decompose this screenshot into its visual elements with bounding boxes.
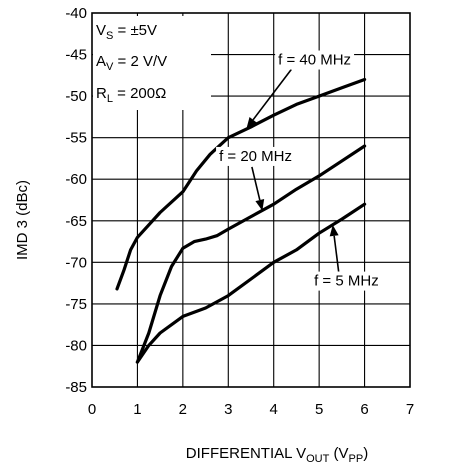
arrow-head-1 xyxy=(255,199,265,211)
y-tick-labels: -40 -45 -50 -55 -60 -65 -70 -75 -80 -85 xyxy=(65,5,87,396)
x-tick-label: 7 xyxy=(406,401,414,418)
conditions-box xyxy=(93,16,211,110)
x-tick-label: 1 xyxy=(133,401,141,418)
condition-av: AV = 2 V/V xyxy=(96,53,167,73)
series-lines xyxy=(115,77,367,364)
series-label-bg-2 xyxy=(311,271,382,291)
arrow-shaft-1 xyxy=(251,166,261,201)
arrow-shaft-2 xyxy=(333,235,340,272)
series-label-1: f = 20 MHz xyxy=(219,148,292,165)
x-tick-label: 5 xyxy=(315,401,323,418)
plot-frame xyxy=(91,12,411,388)
arrow-head-2 xyxy=(329,224,339,237)
series-label-bg-1 xyxy=(216,146,296,166)
y-tick-label: -80 xyxy=(65,337,87,354)
series-line-0 xyxy=(115,77,367,291)
y-axis-title: IMD 3 (dBc) xyxy=(14,180,31,260)
series-labels: f = 40 MHz f = 20 MHz f = 5 MHz xyxy=(216,50,382,291)
series-line-1 xyxy=(135,144,367,364)
arrow-head-0 xyxy=(246,117,257,129)
y-tick-label: -45 xyxy=(65,47,87,64)
y-tick-label: -50 xyxy=(65,88,87,105)
y-tick-label: -85 xyxy=(65,379,87,396)
x-tick-label: 4 xyxy=(270,401,278,418)
y-tick-label: -55 xyxy=(65,130,87,147)
condition-vs: VS = ±5V xyxy=(96,22,157,42)
x-tick-label: 2 xyxy=(179,401,187,418)
y-tick-label: -60 xyxy=(65,171,87,188)
y-tick-label: -65 xyxy=(65,213,87,230)
y-tick-label: -70 xyxy=(65,254,87,271)
x-tick-label: 0 xyxy=(88,401,96,418)
x-tick-label: 6 xyxy=(360,401,368,418)
annotation-arrows xyxy=(246,69,340,272)
arrow-shaft-0 xyxy=(252,69,292,121)
x-tick-labels: 0 1 2 3 4 5 6 7 xyxy=(88,401,414,418)
series-line-2 xyxy=(135,202,367,364)
series-label-0: f = 40 MHz xyxy=(278,52,351,69)
y-tick-label: -75 xyxy=(65,296,87,313)
x-tick-label: 3 xyxy=(224,401,232,418)
condition-rl: RL = 200Ω xyxy=(96,85,166,105)
x-axis-title: DIFFERENTIAL VOUT (VPP) xyxy=(186,445,368,465)
y-tick-label: -40 xyxy=(65,5,87,22)
grid-lines xyxy=(92,13,410,387)
series-label-bg-0 xyxy=(275,50,355,70)
series-label-2: f = 5 MHz xyxy=(314,273,379,290)
